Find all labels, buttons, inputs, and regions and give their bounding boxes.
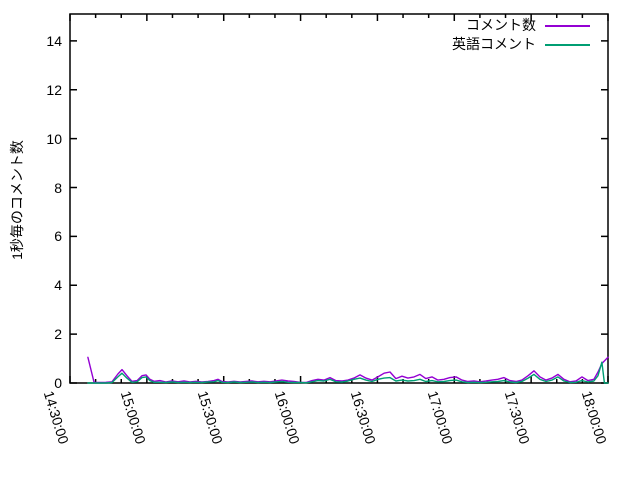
legend-line-sample xyxy=(545,43,590,46)
y-tick-label: 2 xyxy=(54,326,62,343)
legend-label: コメント数 xyxy=(466,17,536,33)
legend: コメント数英語コメント xyxy=(452,18,590,52)
y-tick-label: 6 xyxy=(54,228,62,245)
plot-border xyxy=(69,13,609,384)
y-tick-label: 14 xyxy=(46,32,62,49)
legend-label: 英語コメント xyxy=(452,36,536,52)
legend-line-sample xyxy=(545,24,590,27)
y-tick-label: 12 xyxy=(46,81,62,98)
y-tick-label: 8 xyxy=(54,179,62,196)
y-tick-label: 10 xyxy=(46,130,62,147)
y-tick-label: 4 xyxy=(54,277,62,294)
series-line-1 xyxy=(87,361,609,384)
legend-item-1: 英語コメント xyxy=(452,37,590,52)
y-tick-label: 0 xyxy=(54,375,62,391)
series-line-0 xyxy=(87,356,609,384)
legend-item-0: コメント数 xyxy=(466,18,590,33)
